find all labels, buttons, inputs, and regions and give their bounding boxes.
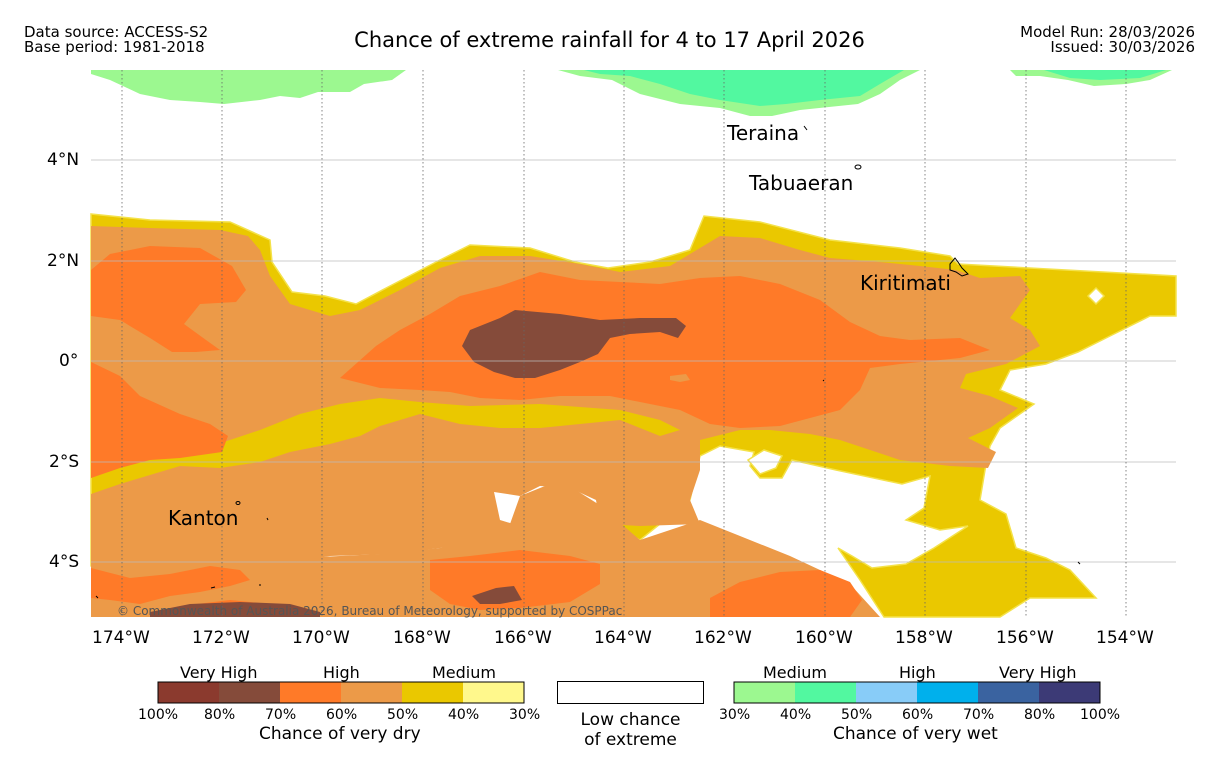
legend-low-chance-swatch — [557, 681, 704, 704]
legend-dry-swatch — [219, 682, 280, 703]
zone-wet-high-center — [584, 70, 904, 106]
legend-dry-tick: 70% — [265, 707, 297, 723]
zone-dry-high-strong — [91, 246, 246, 352]
legend-wet-swatch — [795, 682, 856, 703]
zone-dry-high-center — [91, 362, 228, 478]
legend-dry-swatch — [341, 682, 402, 703]
legend-wet-swatch — [917, 682, 978, 703]
zone-low-chance-hole — [1086, 286, 1106, 306]
issued-label: Issued: 30/03/2026 — [1050, 38, 1195, 56]
legend-dry-swatch — [463, 682, 524, 703]
legend-wet-tick: 60% — [902, 707, 934, 723]
legend-wet-tick: 70% — [963, 707, 995, 723]
zone-dry-very-high-southwest — [150, 602, 320, 617]
legend-low-chance-line1: Low chance — [580, 710, 681, 730]
zone-dry-high-south — [91, 480, 880, 617]
legend-wet-header-medium: Medium — [763, 663, 827, 682]
legend-wet-tick: 40% — [780, 707, 812, 723]
zone-low-chance-hole-3 — [670, 374, 690, 382]
legend-wet-caption: Chance of very wet — [833, 724, 998, 744]
legend-wet-tick: 50% — [841, 707, 873, 723]
legend-dry-swatch — [402, 682, 463, 703]
island-outlines — [95, 125, 1081, 599]
zone-dry-high-center-2 — [340, 272, 990, 428]
legend-wet-swatch — [978, 682, 1039, 703]
place-label-tabuaeran: Tabuaeran — [749, 171, 854, 195]
zone-dry-high-south-3 — [710, 570, 862, 617]
x-tick: 154°W — [1096, 628, 1154, 648]
y-tick: 2°S — [49, 452, 80, 472]
x-tick: 160°W — [795, 628, 853, 648]
model-run-label: Model Run: 28/03/2026 — [1020, 23, 1195, 41]
legend-wet-swatch — [856, 682, 917, 703]
legend-wet-swatch — [734, 682, 795, 703]
legend-dry-header-very-high: Very High — [180, 663, 258, 682]
legend-dry-tick: 50% — [387, 707, 419, 723]
x-tick: 164°W — [594, 628, 652, 648]
legend-dry-colorbar — [157, 681, 525, 704]
legend-wet-tick: 100% — [1080, 707, 1121, 723]
x-tick: 174°W — [92, 628, 150, 648]
place-label-kiritimati: Kiritimati — [860, 271, 951, 295]
x-tick: 172°W — [192, 628, 250, 648]
legend-wet-header-high: High — [899, 663, 936, 682]
legend-dry-header-medium: Medium — [432, 663, 496, 682]
legend-dry-tick: 80% — [204, 707, 236, 723]
base-period-label: Base period: 1981-2018 — [24, 38, 205, 56]
legend-wet-header-very-high: Very High — [999, 663, 1077, 682]
legend-dry-tick: 30% — [509, 707, 541, 723]
y-tick: 2°N — [47, 251, 80, 271]
map-title: Chance of extreme rainfall for 4 to 17 A… — [354, 28, 865, 52]
legend-dry-tick: 60% — [326, 707, 358, 723]
legend-dry-tick: 40% — [448, 707, 480, 723]
x-tick: 162°W — [694, 628, 752, 648]
y-tick: 4°N — [47, 150, 80, 170]
legend-low-chance-line2: of extreme — [584, 730, 677, 750]
y-tick: 0° — [59, 351, 79, 371]
x-tick: 168°W — [393, 628, 451, 648]
x-tick: 170°W — [292, 628, 350, 648]
legend-dry-caption: Chance of very dry — [259, 724, 421, 744]
x-tick: 158°W — [895, 628, 953, 648]
legend-dry-header-high: High — [323, 663, 360, 682]
y-tick: 4°S — [49, 552, 80, 572]
zone-wet-high-east — [1044, 70, 1166, 80]
place-label-kanton: Kanton — [168, 506, 239, 530]
legend-dry-swatch — [280, 682, 341, 703]
zone-dry-high-south-2 — [430, 550, 600, 610]
legend-wet-colorbar — [733, 681, 1101, 704]
place-label-teraina: Teraina — [727, 121, 800, 145]
legend-dry-tick: 100% — [138, 707, 179, 723]
x-tick: 166°W — [494, 628, 552, 648]
legend-dry-swatch — [158, 682, 219, 703]
legend-wet-swatch — [1039, 682, 1100, 703]
zone-wet-medium-west — [91, 70, 406, 104]
zone-dry-high-south-strong — [91, 566, 250, 604]
legend-wet-tick: 30% — [719, 707, 751, 723]
zone-dry-very-high-south — [472, 586, 522, 604]
copyright-notice: © Commonwealth of Australia 2026, Bureau… — [117, 604, 623, 618]
x-tick: 156°W — [996, 628, 1054, 648]
legend-wet-tick: 80% — [1024, 707, 1056, 723]
graticule — [91, 70, 1176, 617]
data-source-label: Data source: ACCESS-S2 — [24, 23, 209, 41]
